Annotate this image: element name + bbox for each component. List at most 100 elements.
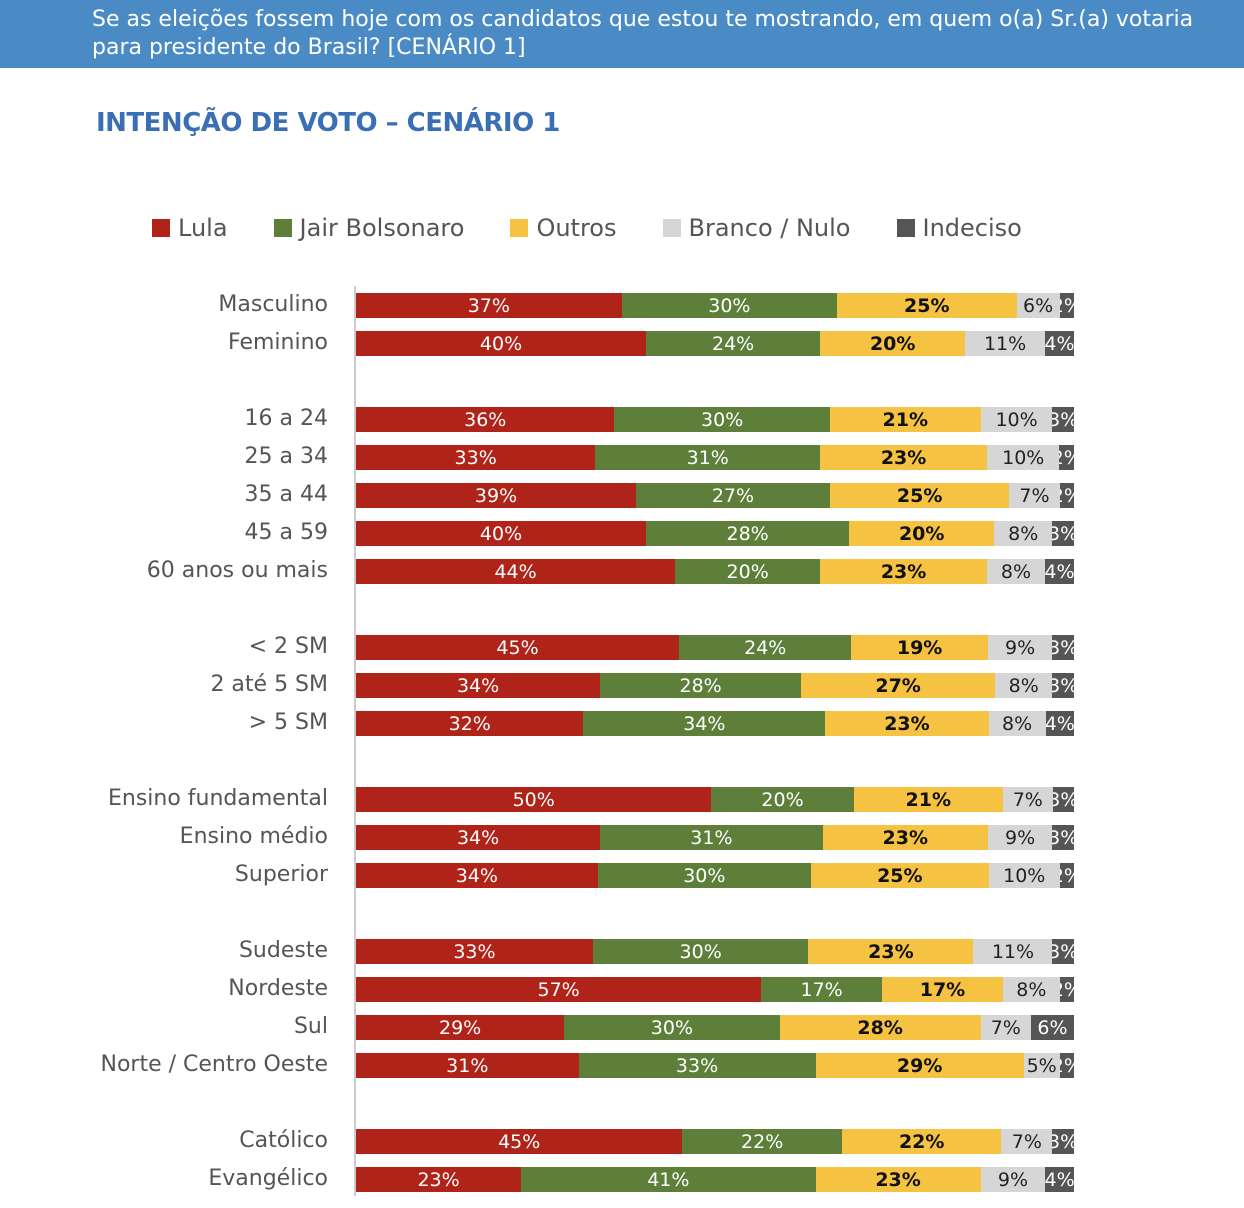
- bar-segment-lula: 23%: [356, 1167, 522, 1192]
- bar-segment-branco-nulo: 9%: [987, 825, 1053, 850]
- bar-segment-outros: 29%: [815, 1053, 1024, 1078]
- category-label: Feminino: [228, 330, 328, 355]
- bar-segment-indeciso: 2%: [1059, 483, 1074, 508]
- category-label: 2 até 5 SM: [210, 672, 328, 697]
- bar-segment-jair-bolsonaro: 30%: [621, 293, 838, 318]
- bar-segment-outros: 23%: [822, 825, 988, 850]
- bar-segment-lula: 50%: [356, 787, 712, 812]
- bar-segment-lula: 33%: [356, 445, 596, 470]
- category-label: Evangélico: [208, 1166, 328, 1191]
- legend-label: Outros: [536, 214, 617, 242]
- bar-segment-branco-nulo: 10%: [986, 445, 1060, 470]
- bar-segment-branco-nulo: 8%: [986, 559, 1045, 584]
- chart-title: INTENÇÃO DE VOTO – CENÁRIO 1: [96, 108, 560, 138]
- legend-label: Jair Bolsonaro: [299, 214, 465, 242]
- bar-segment-lula: 57%: [356, 977, 762, 1002]
- bar-segment-indeciso: 2%: [1059, 1053, 1074, 1078]
- bar-segment-indeciso: 3%: [1052, 673, 1074, 698]
- bar-segment-branco-nulo: 10%: [980, 407, 1053, 432]
- category-label: Sul: [293, 1014, 328, 1039]
- category-label: 25 a 34: [244, 444, 328, 469]
- legend-label: Indeciso: [922, 214, 1022, 242]
- bar-segment-jair-bolsonaro: 31%: [595, 445, 821, 470]
- bar-segment-jair-bolsonaro: 41%: [521, 1167, 816, 1192]
- bar-segment-indeciso: 3%: [1052, 825, 1074, 850]
- bar-segment-jair-bolsonaro: 24%: [646, 331, 821, 356]
- category-label: 35 a 44: [244, 482, 328, 507]
- legend-swatch: [510, 219, 529, 237]
- bar-segment-jair-bolsonaro: 20%: [711, 787, 854, 812]
- question-header: Se as eleições fossem hoje com os candid…: [0, 0, 1244, 68]
- bar-segment-outros: 25%: [837, 293, 1017, 318]
- bar-segment-lula: 45%: [356, 635, 680, 660]
- bar-segment-branco-nulo: 7%: [1009, 483, 1060, 508]
- legend: Lula Jair Bolsonaro Outros Branco / Nulo Ind…: [152, 214, 1068, 242]
- bar-segment-indeciso: 2%: [1059, 863, 1074, 888]
- bar-segment-branco-nulo: 6%: [1016, 293, 1060, 318]
- bar-segment-branco-nulo: 5%: [1023, 1053, 1060, 1078]
- category-label: Católico: [239, 1128, 328, 1153]
- category-label: Sudeste: [238, 938, 328, 963]
- category-label: 60 anos ou mais: [146, 558, 328, 583]
- bar-segment-branco-nulo: 8%: [995, 673, 1053, 698]
- bar-segment-lula: 40%: [356, 331, 647, 356]
- bar-segment-lula: 31%: [356, 1053, 579, 1078]
- bar-segment-outros: 21%: [853, 787, 1003, 812]
- bar-segment-branco-nulo: 8%: [994, 521, 1053, 546]
- legend-item: Lula: [152, 214, 228, 242]
- bar-segment-branco-nulo: 8%: [988, 711, 1046, 736]
- bar-segment-lula: 34%: [356, 825, 601, 850]
- bar-segment-indeciso: 2%: [1059, 445, 1074, 470]
- bar-segment-lula: 34%: [356, 863, 598, 888]
- category-label: Ensino médio: [179, 824, 328, 849]
- bar-segment-lula: 45%: [356, 1129, 683, 1154]
- bar-segment-jair-bolsonaro: 30%: [564, 1015, 780, 1040]
- bar-segment-branco-nulo: 11%: [973, 939, 1053, 964]
- bar-segment-indeciso: 4%: [1045, 711, 1074, 736]
- bar-segment-outros: 19%: [851, 635, 988, 660]
- category-label: 16 a 24: [244, 406, 328, 431]
- bar-segment-indeciso: 6%: [1030, 1015, 1074, 1040]
- bar-segment-indeciso: 3%: [1052, 521, 1074, 546]
- legend-swatch: [152, 219, 170, 237]
- bar-segment-indeciso: 3%: [1052, 635, 1074, 660]
- legend-label: Lula: [178, 214, 228, 242]
- bar-segment-jair-bolsonaro: 27%: [636, 483, 830, 508]
- bar-segment-outros: 28%: [779, 1015, 981, 1040]
- axis-line: [354, 286, 356, 1196]
- bar-segment-jair-bolsonaro: 30%: [597, 863, 811, 888]
- bar-segment-outros: 27%: [801, 673, 996, 698]
- bar-segment-branco-nulo: 8%: [1002, 977, 1060, 1002]
- bar-segment-jair-bolsonaro: 20%: [675, 559, 821, 584]
- category-label: 45 a 59: [244, 520, 328, 545]
- bar-segment-outros: 17%: [882, 977, 1003, 1002]
- bar-segment-lula: 37%: [356, 293, 622, 318]
- category-label: Masculino: [218, 292, 328, 317]
- bar-segment-lula: 34%: [356, 673, 601, 698]
- bar-segment-indeciso: 4%: [1044, 559, 1074, 584]
- bar-segment-lula: 32%: [356, 711, 584, 736]
- bar-segment-jair-bolsonaro: 30%: [592, 939, 809, 964]
- category-label: Superior: [234, 862, 328, 887]
- bar-segment-outros: 21%: [829, 407, 981, 432]
- category-label: Nordeste: [228, 976, 328, 1001]
- bar-segment-lula: 33%: [356, 939, 593, 964]
- legend-item: Branco / Nulo: [662, 214, 851, 242]
- bar-segment-outros: 23%: [808, 939, 974, 964]
- bar-segment-jair-bolsonaro: 22%: [682, 1129, 842, 1154]
- bar-segment-outros: 22%: [841, 1129, 1002, 1154]
- bar-segment-branco-nulo: 9%: [980, 1167, 1046, 1192]
- bar-segment-lula: 36%: [356, 407, 615, 432]
- legend-swatch: [896, 219, 915, 237]
- bar-segment-lula: 44%: [356, 559, 676, 584]
- bar-segment-branco-nulo: 7%: [1002, 787, 1053, 812]
- bar-segment-indeciso: 4%: [1045, 1167, 1074, 1192]
- bar-segment-jair-bolsonaro: 17%: [761, 977, 883, 1002]
- bar-segment-branco-nulo: 11%: [965, 331, 1045, 356]
- category-label: > 5 SM: [248, 710, 328, 735]
- bar-segment-jair-bolsonaro: 33%: [578, 1053, 816, 1078]
- legend-item: Jair Bolsonaro: [273, 214, 465, 242]
- bar-segment-outros: 23%: [825, 711, 989, 736]
- category-label: < 2 SM: [248, 634, 328, 659]
- bar-segment-outros: 20%: [849, 521, 995, 546]
